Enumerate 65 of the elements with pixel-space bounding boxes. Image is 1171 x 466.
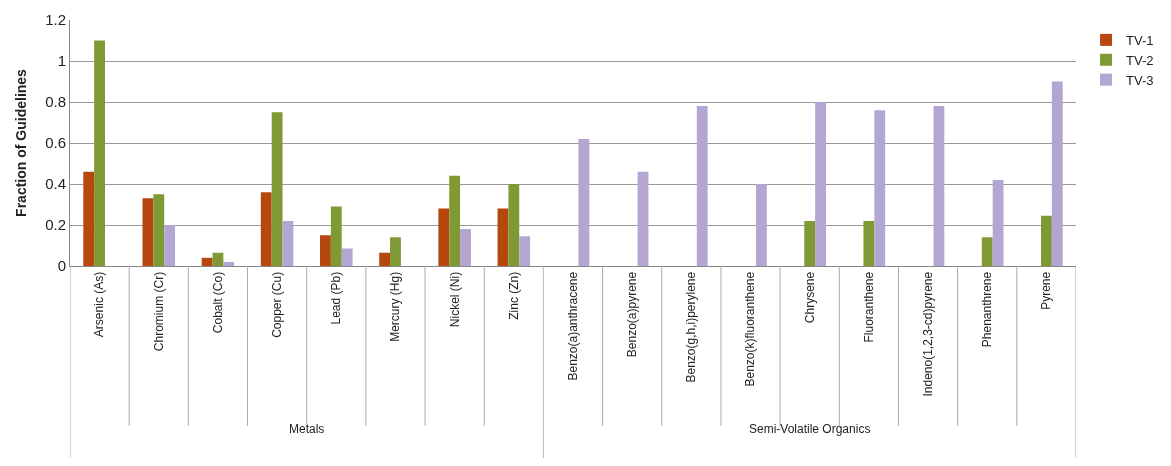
x-tick-label: Chromium (Cr) [151,271,166,352]
bar [637,171,649,266]
bar [578,138,590,266]
bar [755,184,767,266]
bar [330,206,342,266]
bar [992,179,1004,266]
bar [341,248,353,266]
bar [1040,215,1052,266]
bar [815,102,826,266]
y-tick-label: 1.2 [45,11,66,29]
y-axis-title: Fraction of Guidelines [12,68,29,217]
bar [497,208,509,266]
bar [460,229,471,266]
y-tick-label: 0.4 [45,175,66,193]
bar [379,252,391,266]
bar [438,208,450,266]
x-tick-label: Nickel (Ni) [447,271,462,328]
bar [449,175,461,266]
bar [201,257,213,266]
y-tick-label: 0.2 [45,216,66,234]
x-tick-label: Pyrene [1039,271,1054,310]
bar [981,237,993,266]
x-tick-label: Benzo(a)pyrene [625,271,640,358]
y-tick-label: 0 [57,257,66,275]
x-tick-label: Zinc (Zn) [506,271,521,320]
x-tick-label: Arsenic (As) [92,271,107,338]
bar [142,198,154,266]
x-tick-label: Benzo(g,h,i)perylene [684,271,699,383]
bar [933,106,945,266]
bar [94,40,106,266]
x-tick-label: Mercury (Hg) [388,271,403,342]
bar [223,261,235,266]
legend-label: TV-3 [1126,72,1154,88]
x-tick-label: Cobalt (Co) [210,271,225,334]
bar [260,192,272,266]
x-tick-label: Lead (Pb) [329,271,344,325]
bar [320,235,331,266]
legend-label: TV-2 [1126,52,1154,68]
x-tick-label: Copper (Cu) [270,271,285,338]
x-tick-label: Chrysene [802,271,817,324]
x-tick-label: Phenanthrene [980,271,995,348]
bar [508,184,520,266]
y-tick-label: 0.6 [45,134,66,152]
bar [390,237,401,266]
bar [1051,81,1063,266]
bar [804,220,816,266]
bar [519,236,531,266]
bar [863,220,875,266]
x-tick-label: Benzo(a)anthracene [565,271,580,381]
bar [874,110,886,266]
x-tick-label: Benzo(k)fluoranthene [743,271,758,387]
bar [164,225,176,266]
legend-label: TV-1 [1126,32,1154,48]
bar [696,106,708,266]
bar [271,112,283,266]
x-axis-title: Metals [289,422,325,436]
x-tick-label: Indeno(1,2,3-cd)pyrene [920,271,935,397]
bar [282,220,294,266]
x-axis-title: Semi-Volatile Organics [749,422,871,436]
y-tick-label: 1 [57,52,66,70]
bar [212,252,224,266]
x-tick-label: Fluoranthene [861,271,876,343]
bar [153,194,165,266]
bar [83,171,95,266]
y-tick-label: 0.8 [45,93,66,111]
